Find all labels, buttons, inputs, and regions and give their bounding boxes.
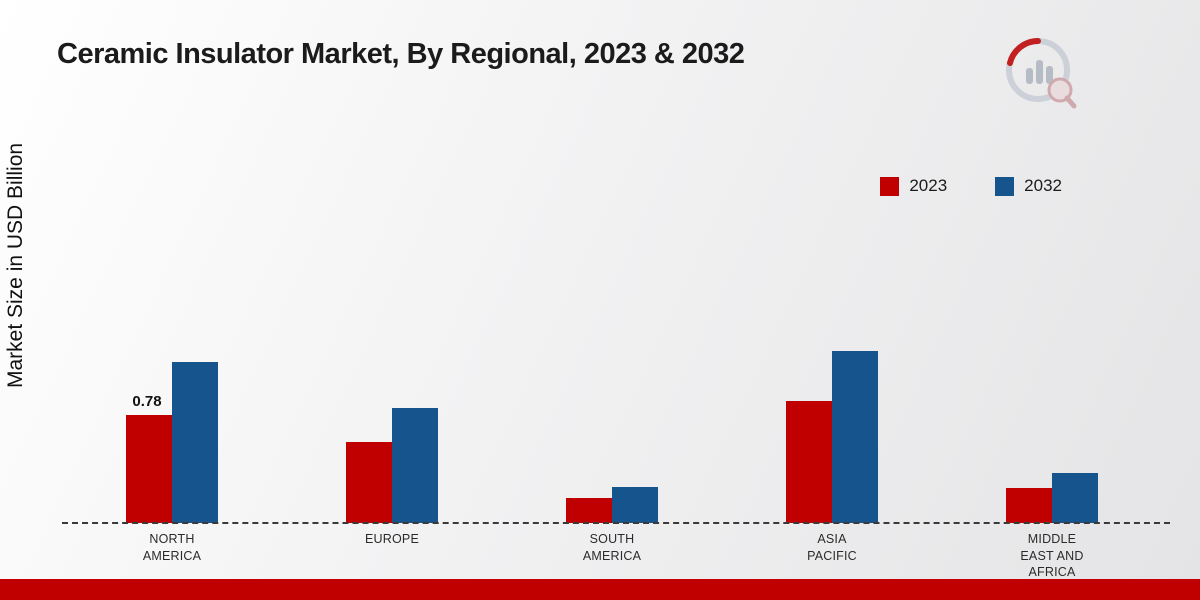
category-cell-south-america: SOUTH AMERICA [502, 531, 722, 581]
bar-wrap-2032-asia-pacific [832, 351, 878, 523]
bar-wrap-2032-middle-east-and-africa [1052, 473, 1098, 523]
bar-wrap-2023-south-america [566, 498, 612, 523]
bar-2032-europe [392, 408, 438, 523]
legend: 2023 2032 [880, 176, 1062, 196]
bar-wrap-2032-europe [392, 408, 438, 523]
bar-value-label: 0.78 [132, 393, 162, 410]
category-cell-asia-pacific: ASIA PACIFIC [722, 531, 942, 581]
bar-group-asia-pacific [722, 341, 942, 523]
bar-2032-middle-east-and-africa [1052, 473, 1098, 523]
bar-2032-asia-pacific [832, 351, 878, 523]
category-label: NORTH AMERICA [142, 532, 202, 563]
x-axis-baseline [62, 522, 1170, 524]
bar-group-north-america: 0.78 [62, 341, 282, 523]
bar-wrap-2023-middle-east-and-africa [1006, 488, 1052, 523]
category-label: EUROPE [365, 532, 419, 546]
legend-label: 2032 [1024, 176, 1062, 195]
y-axis-label: Market Size in USD Billion [4, 142, 27, 388]
category-cell-middle-east-and-africa: MIDDLE EAST AND AFRICA [942, 531, 1162, 581]
category-label: MIDDLE EAST AND AFRICA [1020, 532, 1084, 579]
chart-title: Ceramic Insulator Market, By Regional, 2… [57, 38, 745, 70]
bar-2032-north-america [172, 362, 218, 523]
bar-2023-europe [346, 442, 392, 523]
category-cell-north-america: NORTH AMERICA [62, 531, 282, 581]
bar-wrap-2023-asia-pacific [786, 401, 832, 523]
bar-2032-south-america [612, 487, 658, 523]
bar-wrap-2032-south-america [612, 487, 658, 523]
legend-swatch-2032 [995, 176, 1015, 196]
bar-2023-asia-pacific [786, 401, 832, 523]
brand-logo-icon [1006, 38, 1077, 109]
legend-swatch-2023 [880, 176, 900, 196]
category-label: ASIA PACIFIC [807, 532, 857, 563]
bar-wrap-2023-north-america: 0.78 [126, 393, 172, 523]
chart-area: 0.78 [62, 160, 1162, 523]
category-label: SOUTH AMERICA [582, 532, 642, 563]
bar-2023-middle-east-and-africa [1006, 488, 1052, 523]
bar-group-europe [282, 341, 502, 523]
bar-wrap-2023-europe [346, 442, 392, 523]
category-axis: NORTH AMERICA EUROPE SOUTH AMERICA ASIA PAC… [62, 531, 1162, 581]
plot-area: 0.78 [62, 341, 1162, 523]
bar-group-south-america [502, 341, 722, 523]
footer-band [0, 579, 1200, 600]
legend-item-2023: 2023 [880, 176, 947, 196]
bar-2023-north-america [126, 415, 172, 523]
legend-item-2032: 2032 [995, 176, 1062, 196]
bar-wrap-2032-north-america [172, 362, 218, 523]
legend-label: 2023 [909, 176, 948, 195]
category-cell-europe: EUROPE [282, 531, 502, 581]
bar-2023-south-america [566, 498, 612, 523]
bar-group-middle-east-and-africa [942, 341, 1162, 523]
